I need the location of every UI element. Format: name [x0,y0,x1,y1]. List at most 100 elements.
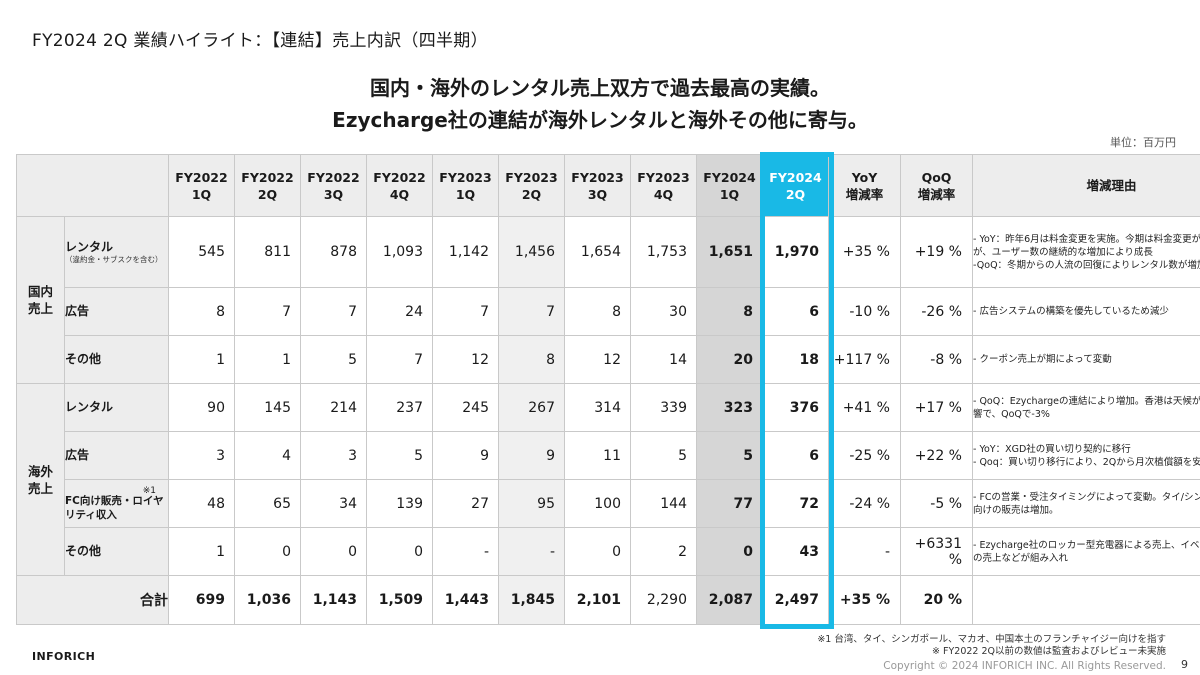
value-cell: 878 [300,216,367,288]
reason-cell: - YoY：XGD社の買い切り契約に移行 - Qoq：買い切り移行により、2Qから… [972,431,1200,480]
yoy-cell: -25 % [828,431,901,480]
row-label: ※1 FC向け販売・ロイヤリティ収入 [64,479,169,528]
row-label: レンタル （違約金・サブスクを含む） [64,216,169,288]
value-cell: 545 [168,216,235,288]
value-cell: 1,970 [762,216,829,288]
col-header: FY2023 3Q [564,154,631,217]
row-label: その他 [64,335,169,384]
col-header: FY2023 4Q [630,154,697,217]
value-cell: 72 [762,479,829,528]
total-label: 合計 [16,575,169,625]
total-value-cell: 699 [168,575,235,625]
value-cell: 376 [762,383,829,432]
value-cell: 0 [564,527,631,576]
value-cell: 77 [696,479,763,528]
yoy-cell: -10 % [828,287,901,336]
value-cell: 14 [630,335,697,384]
value-cell: 811 [234,216,301,288]
value-cell: 1 [234,335,301,384]
value-cell: 20 [696,335,763,384]
footnote-marker: ※1 [142,486,156,496]
reason-cell: - QoQ：Ezychargeの連結により増加。香港は天候が悪かった影響で、Qo… [972,383,1200,432]
value-cell: 30 [630,287,697,336]
col-header: FY2023 2Q [498,154,565,217]
total-qoq-cell: 20 % [900,575,973,625]
footnote-1: ※1 台湾、タイ、シンガポール、マカオ、中国本土のフランチャイジー向けを指す [817,634,1166,645]
row-label: 広告 [64,287,169,336]
value-cell: 7 [498,287,565,336]
brand-logo-text: INFORICH [32,650,96,663]
row-label: 広告 [64,431,169,480]
value-cell: 11 [564,431,631,480]
qoq-cell: -26 % [900,287,973,336]
qoq-cell: +17 % [900,383,973,432]
col-header-qoq: QoQ 増減率 [900,154,973,217]
qoq-cell: +22 % [900,431,973,480]
total-value-cell: 1,143 [300,575,367,625]
value-cell: 145 [234,383,301,432]
value-cell: 8 [498,335,565,384]
col-header: FY2022 2Q [234,154,301,217]
row-label: その他 [64,527,169,576]
value-cell: 43 [762,527,829,576]
col-header-reason: 増減理由 [972,154,1200,217]
page-number: 9 [1181,658,1188,671]
total-value-cell: 1,443 [432,575,499,625]
value-cell: 7 [300,287,367,336]
value-cell: 8 [564,287,631,336]
value-cell: - [432,527,499,576]
total-yoy-cell: +35 % [828,575,901,625]
value-cell: 6 [762,431,829,480]
value-cell: 7 [432,287,499,336]
value-cell: 34 [300,479,367,528]
value-cell: 1,142 [432,216,499,288]
value-cell: 6 [762,287,829,336]
total-value-cell: 1,509 [366,575,433,625]
table-row: その他 1 0 0 0 - - 0 2 0 43 - +6331 % - Ezy… [17,527,1200,576]
headline-line-1: 国内・海外のレンタル売上双方で過去最高の実績。 [370,76,830,100]
value-cell: 24 [366,287,433,336]
col-header: FY2022 3Q [300,154,367,217]
value-cell: 314 [564,383,631,432]
yoy-cell: -24 % [828,479,901,528]
value-cell: 0 [696,527,763,576]
group-label-domestic: 国内 売上 [16,216,65,384]
row-label: レンタル [64,383,169,432]
value-cell: 1,093 [366,216,433,288]
total-value-cell: 2,497 [762,575,829,625]
value-cell: 5 [696,431,763,480]
value-cell: 0 [234,527,301,576]
value-cell: 5 [366,431,433,480]
value-cell: 48 [168,479,235,528]
total-value-cell: 2,290 [630,575,697,625]
value-cell: 9 [498,431,565,480]
yoy-cell: - [828,527,901,576]
value-cell: 100 [564,479,631,528]
value-cell: 237 [366,383,433,432]
value-cell: 18 [762,335,829,384]
table-row: 海外 売上 レンタル 90 145 214 237 245 267 314 339… [16,383,1200,576]
value-cell: 4 [234,431,301,480]
value-cell: 12 [564,335,631,384]
value-cell: 2 [630,527,697,576]
value-cell: 27 [432,479,499,528]
yoy-cell: +35 % [828,216,901,288]
value-cell: 214 [300,383,367,432]
value-cell: 139 [366,479,433,528]
col-header: FY2022 4Q [366,154,433,217]
value-cell: 7 [234,287,301,336]
header-row: FY2022 1Q FY2022 2Q FY2022 3Q FY2022 4Q FY20… [16,154,1200,217]
col-header-fy2024-1q: FY2024 1Q [696,154,763,217]
reason-cell: - FCの営業・受注タイミングによって変動。タイ/シンガポール向けの販売は増加。 [972,479,1200,528]
group-label-overseas: 海外 売上 [16,383,65,576]
footnote-2: ※ FY2022 2Q以前の数値は監査およびレビュー未実施 [932,646,1166,657]
total-value-cell: 2,087 [696,575,763,625]
value-cell: 1,456 [498,216,565,288]
headline: 国内・海外のレンタル売上双方で過去最高の実績。 Ezycharge社の連結が海外… [0,72,1200,136]
value-cell: 267 [498,383,565,432]
unit-label: 単位：百万円 [1110,136,1176,149]
value-cell: 9 [432,431,499,480]
value-cell: 1,651 [696,216,763,288]
value-cell: 8 [696,287,763,336]
value-cell: 144 [630,479,697,528]
